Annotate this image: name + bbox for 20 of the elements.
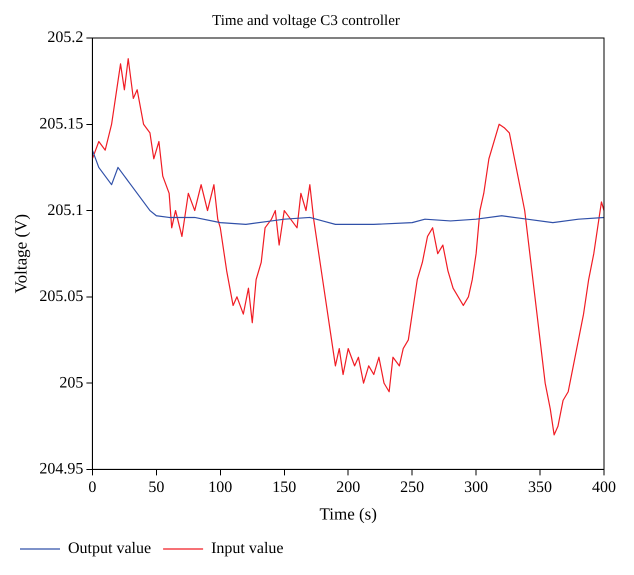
- y-tick-label: 205.15: [39, 115, 84, 132]
- x-tick-label: 200: [336, 479, 360, 496]
- y-tick-label: 204.95: [39, 460, 84, 478]
- x-tick-label: 50: [148, 479, 164, 496]
- x-tick-label: 350: [528, 479, 552, 496]
- y-axis-title: Voltage (V): [12, 214, 31, 294]
- legend-label: Input value: [211, 540, 284, 558]
- y-tick-label: 205.05: [39, 288, 84, 306]
- x-tick-label: 150: [272, 479, 296, 496]
- x-tick-label: 0: [88, 479, 96, 496]
- chart-title: Time and voltage C3 controller: [212, 12, 400, 29]
- y-tick-label: 205.2: [47, 29, 84, 46]
- x-tick-label: 100: [208, 479, 232, 496]
- x-tick-label: 300: [464, 479, 488, 496]
- legend-label: Output value: [68, 540, 152, 558]
- x-tick-label: 250: [400, 479, 424, 496]
- y-tick-label: 205.1: [47, 202, 84, 219]
- y-tick-label: 205: [59, 374, 84, 392]
- x-tick-label: 400: [592, 479, 616, 496]
- x-axis-title: Time (s): [319, 504, 377, 524]
